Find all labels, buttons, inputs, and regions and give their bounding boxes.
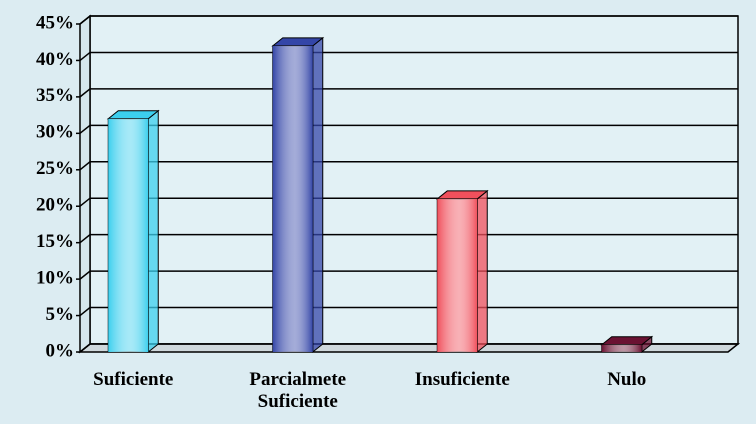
bar-shine	[437, 198, 478, 352]
grid-line	[79, 15, 738, 25]
grid-line	[79, 161, 738, 171]
y-tick-label: 5%	[46, 304, 75, 325]
y-tick-label: 20%	[36, 195, 74, 216]
grid-line	[79, 306, 738, 317]
bar-shine	[272, 45, 313, 352]
x-tick-label: Insuficiente	[414, 369, 510, 390]
grid-line	[79, 88, 738, 98]
x-tick-label: Parcialmete Suficiente	[249, 369, 347, 412]
x-tick-label: Nulo	[607, 369, 647, 390]
grid-line	[79, 51, 738, 62]
y-tick-label: 15%	[36, 231, 74, 252]
grid-line	[79, 343, 738, 353]
y-tick-label: 35%	[36, 85, 74, 106]
grid-line	[79, 197, 738, 207]
y-tick-label: 30%	[36, 122, 74, 143]
y-tick-label: 10%	[36, 267, 74, 288]
plot-wall	[89, 15, 739, 345]
x-tick-label: Suficiente	[93, 369, 174, 390]
grid-line	[79, 233, 738, 244]
bar-side	[312, 36, 324, 354]
y-tick-label: 0%	[46, 340, 75, 361]
grid-line	[79, 270, 738, 280]
y-tick-label: 40%	[36, 49, 74, 70]
bar-side	[147, 109, 159, 354]
grid-line	[79, 124, 738, 134]
side-wall	[79, 14, 91, 354]
bar-side	[476, 189, 488, 354]
bar-shine	[108, 118, 149, 352]
bar-shine	[601, 344, 642, 352]
y-tick-label: 45%	[36, 12, 74, 33]
y-tick-label: 25%	[36, 158, 74, 179]
